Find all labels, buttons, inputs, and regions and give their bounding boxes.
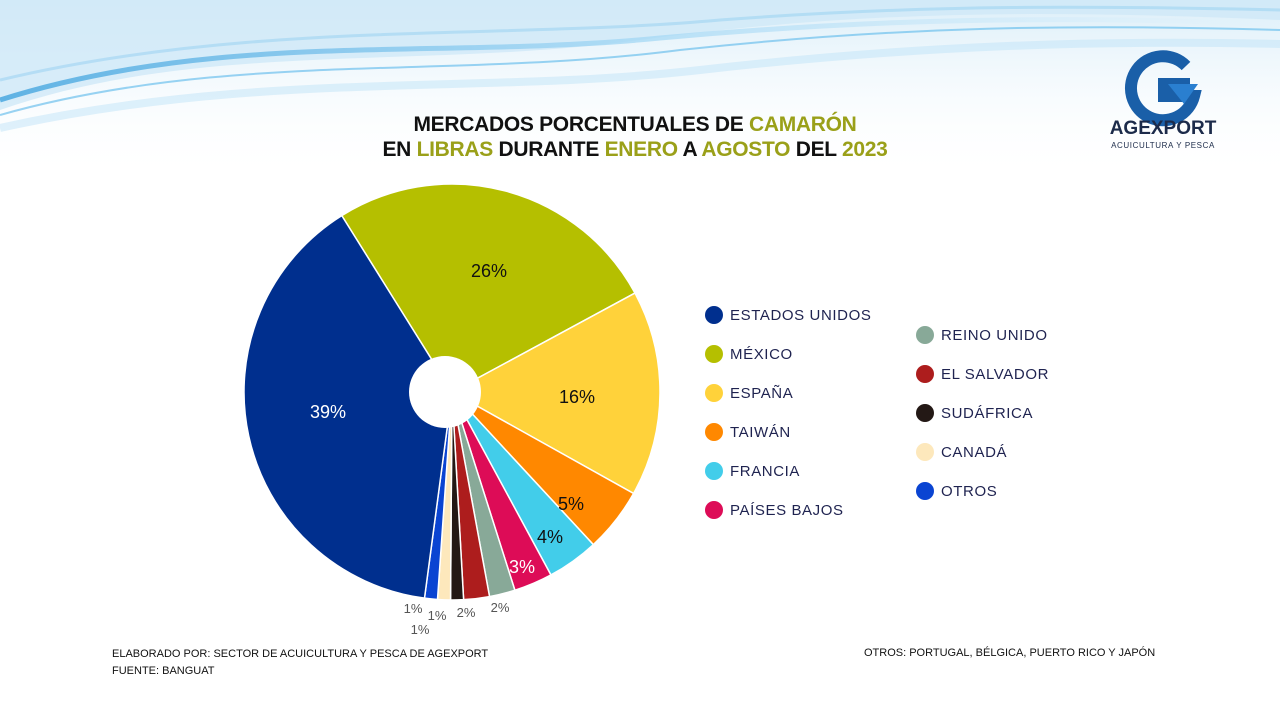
chart-title-line-2: EN LIBRAS DURANTE ENERO A AGOSTO DEL 202…: [300, 137, 970, 162]
legend-label: ESPAÑA: [730, 384, 794, 402]
legend-swatch: [705, 345, 723, 363]
legend-label: EL SALVADOR: [941, 365, 1050, 383]
legend-label: REINO UNIDO: [941, 326, 1048, 344]
legend-item: REINO UNIDO: [916, 326, 1048, 344]
legend-label: SUDÁFRICA: [941, 404, 1034, 422]
legend-item: SUDÁFRICA: [916, 404, 1033, 422]
footer-credit: ELABORADO POR: SECTOR DE ACUICULTURA Y P…: [112, 648, 489, 660]
legend-item: PAÍSES BAJOS: [705, 501, 844, 519]
footer-source: FUENTE: BANGUAT: [112, 665, 215, 677]
legend-swatch: [916, 326, 934, 344]
legend-label: TAIWÁN: [730, 423, 791, 441]
footer-otros-note: OTROS: PORTUGAL, BÉLGICA, PUERTO RICO Y …: [864, 647, 1156, 659]
legend-item: OTROS: [916, 482, 997, 500]
legend-label: FRANCIA: [730, 462, 801, 480]
title-text: A: [677, 138, 702, 161]
data-label: 5%: [558, 494, 584, 514]
legend-item: ESTADOS UNIDOS: [705, 306, 871, 324]
legend-swatch: [705, 501, 723, 519]
legend-item: EL SALVADOR: [916, 365, 1049, 383]
title-text: DURANTE: [492, 138, 605, 161]
legend-swatch: [705, 423, 723, 441]
data-label: 1%: [404, 601, 423, 616]
title-highlight: CAMARÓN: [748, 113, 857, 136]
pie-slice-españa: [450, 292, 661, 495]
data-label: 2%: [457, 605, 476, 620]
title-highlight: 2023: [842, 138, 888, 161]
data-label: 2%: [491, 600, 510, 615]
legend-swatch: [705, 306, 723, 324]
data-label: 26%: [471, 261, 507, 281]
title-highlight: ENERO: [604, 138, 678, 161]
legend-item: FRANCIA: [705, 462, 800, 480]
data-label: 39%: [310, 402, 346, 422]
legend-swatch: [916, 404, 934, 422]
pie-slice-estados-unidos: [243, 214, 453, 600]
title-highlight: AGOSTO: [701, 138, 791, 161]
header-wave-decoration: [0, 0, 1280, 180]
logo-subtitle: ACUICULTURA Y PESCA: [1111, 141, 1215, 150]
logo-name: AGEXPORT: [1109, 118, 1217, 139]
legend-label: MÉXICO: [730, 345, 793, 363]
chart-title-line-1: MERCADOS PORCENTUALES DE CAMARÓN: [300, 112, 970, 137]
pie-slice-méxico: [340, 183, 636, 393]
agexport-logo-icon: [1124, 50, 1202, 127]
pie-labels: 26%16%5%4%3%2%2%1%1%1%39%: [310, 261, 595, 637]
legend-label: PAÍSES BAJOS: [730, 501, 844, 519]
data-label: 1%: [428, 608, 447, 623]
title-text: DEL: [790, 138, 842, 161]
legend-label: ESTADOS UNIDOS: [730, 306, 872, 324]
legend-item: ESPAÑA: [705, 384, 793, 402]
legend-swatch: [705, 384, 723, 402]
title-highlight: LIBRAS: [416, 138, 494, 161]
chart-title: MERCADOS PORCENTUALES DE CAMARÓN EN LIBR…: [300, 112, 970, 162]
legend-label: CANADÁ: [941, 443, 1008, 461]
legend-swatch: [916, 365, 934, 383]
legend-item: CANADÁ: [916, 443, 1007, 461]
data-label: 3%: [509, 557, 535, 577]
legend-label: OTROS: [941, 482, 998, 500]
data-label: 1%: [411, 622, 430, 637]
data-label: 16%: [559, 387, 595, 407]
title-text: EN: [382, 138, 417, 161]
legend-swatch: [916, 443, 934, 461]
legend-swatch: [916, 482, 934, 500]
pie-slices: [243, 183, 661, 601]
legend-swatch: [705, 462, 723, 480]
legend-item: MÉXICO: [705, 345, 793, 363]
donut-hole: [409, 356, 481, 428]
data-label: 4%: [537, 527, 563, 547]
title-text: MERCADOS PORCENTUALES DE: [413, 113, 749, 136]
legend-item: TAIWÁN: [705, 423, 791, 441]
